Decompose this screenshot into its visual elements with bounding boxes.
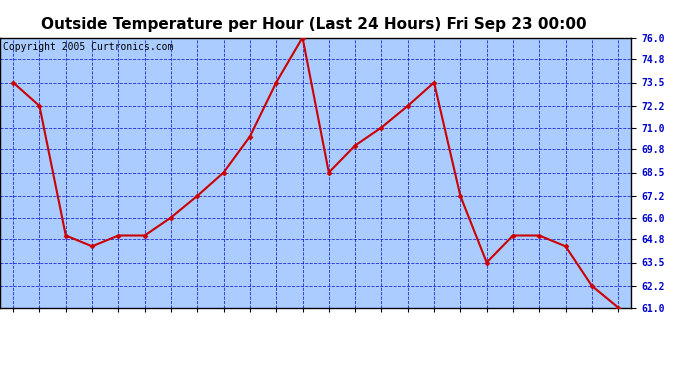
Text: 11:00: 11:00 [271, 318, 282, 347]
Text: 05:00: 05:00 [113, 318, 124, 347]
Text: 15:00: 15:00 [377, 318, 386, 347]
Text: 13:00: 13:00 [324, 318, 334, 347]
Text: 08:00: 08:00 [193, 318, 202, 347]
Text: 12:00: 12:00 [297, 318, 308, 347]
Text: 00:00: 00:00 [613, 318, 623, 347]
Text: 14:00: 14:00 [350, 318, 360, 347]
Text: 21:00: 21:00 [534, 318, 544, 347]
Text: 09:00: 09:00 [219, 318, 228, 347]
Text: 22:00: 22:00 [560, 318, 571, 347]
Text: 17:00: 17:00 [429, 318, 439, 347]
Text: Outside Temperature per Hour (Last 24 Hours) Fri Sep 23 00:00: Outside Temperature per Hour (Last 24 Ho… [41, 17, 586, 32]
Text: 07:00: 07:00 [166, 318, 176, 347]
Text: 16:00: 16:00 [403, 318, 413, 347]
Text: 03:00: 03:00 [61, 318, 71, 347]
Text: 19:00: 19:00 [482, 318, 492, 347]
Text: 18:00: 18:00 [455, 318, 465, 347]
Text: 10:00: 10:00 [245, 318, 255, 347]
Text: Copyright 2005 Curtronics.com: Copyright 2005 Curtronics.com [3, 42, 173, 51]
Text: 23:00: 23:00 [587, 318, 597, 347]
Text: 01:00: 01:00 [8, 318, 18, 347]
Text: 20:00: 20:00 [508, 318, 518, 347]
Text: 02:00: 02:00 [34, 318, 44, 347]
Text: 06:00: 06:00 [139, 318, 150, 347]
Text: 04:00: 04:00 [87, 318, 97, 347]
